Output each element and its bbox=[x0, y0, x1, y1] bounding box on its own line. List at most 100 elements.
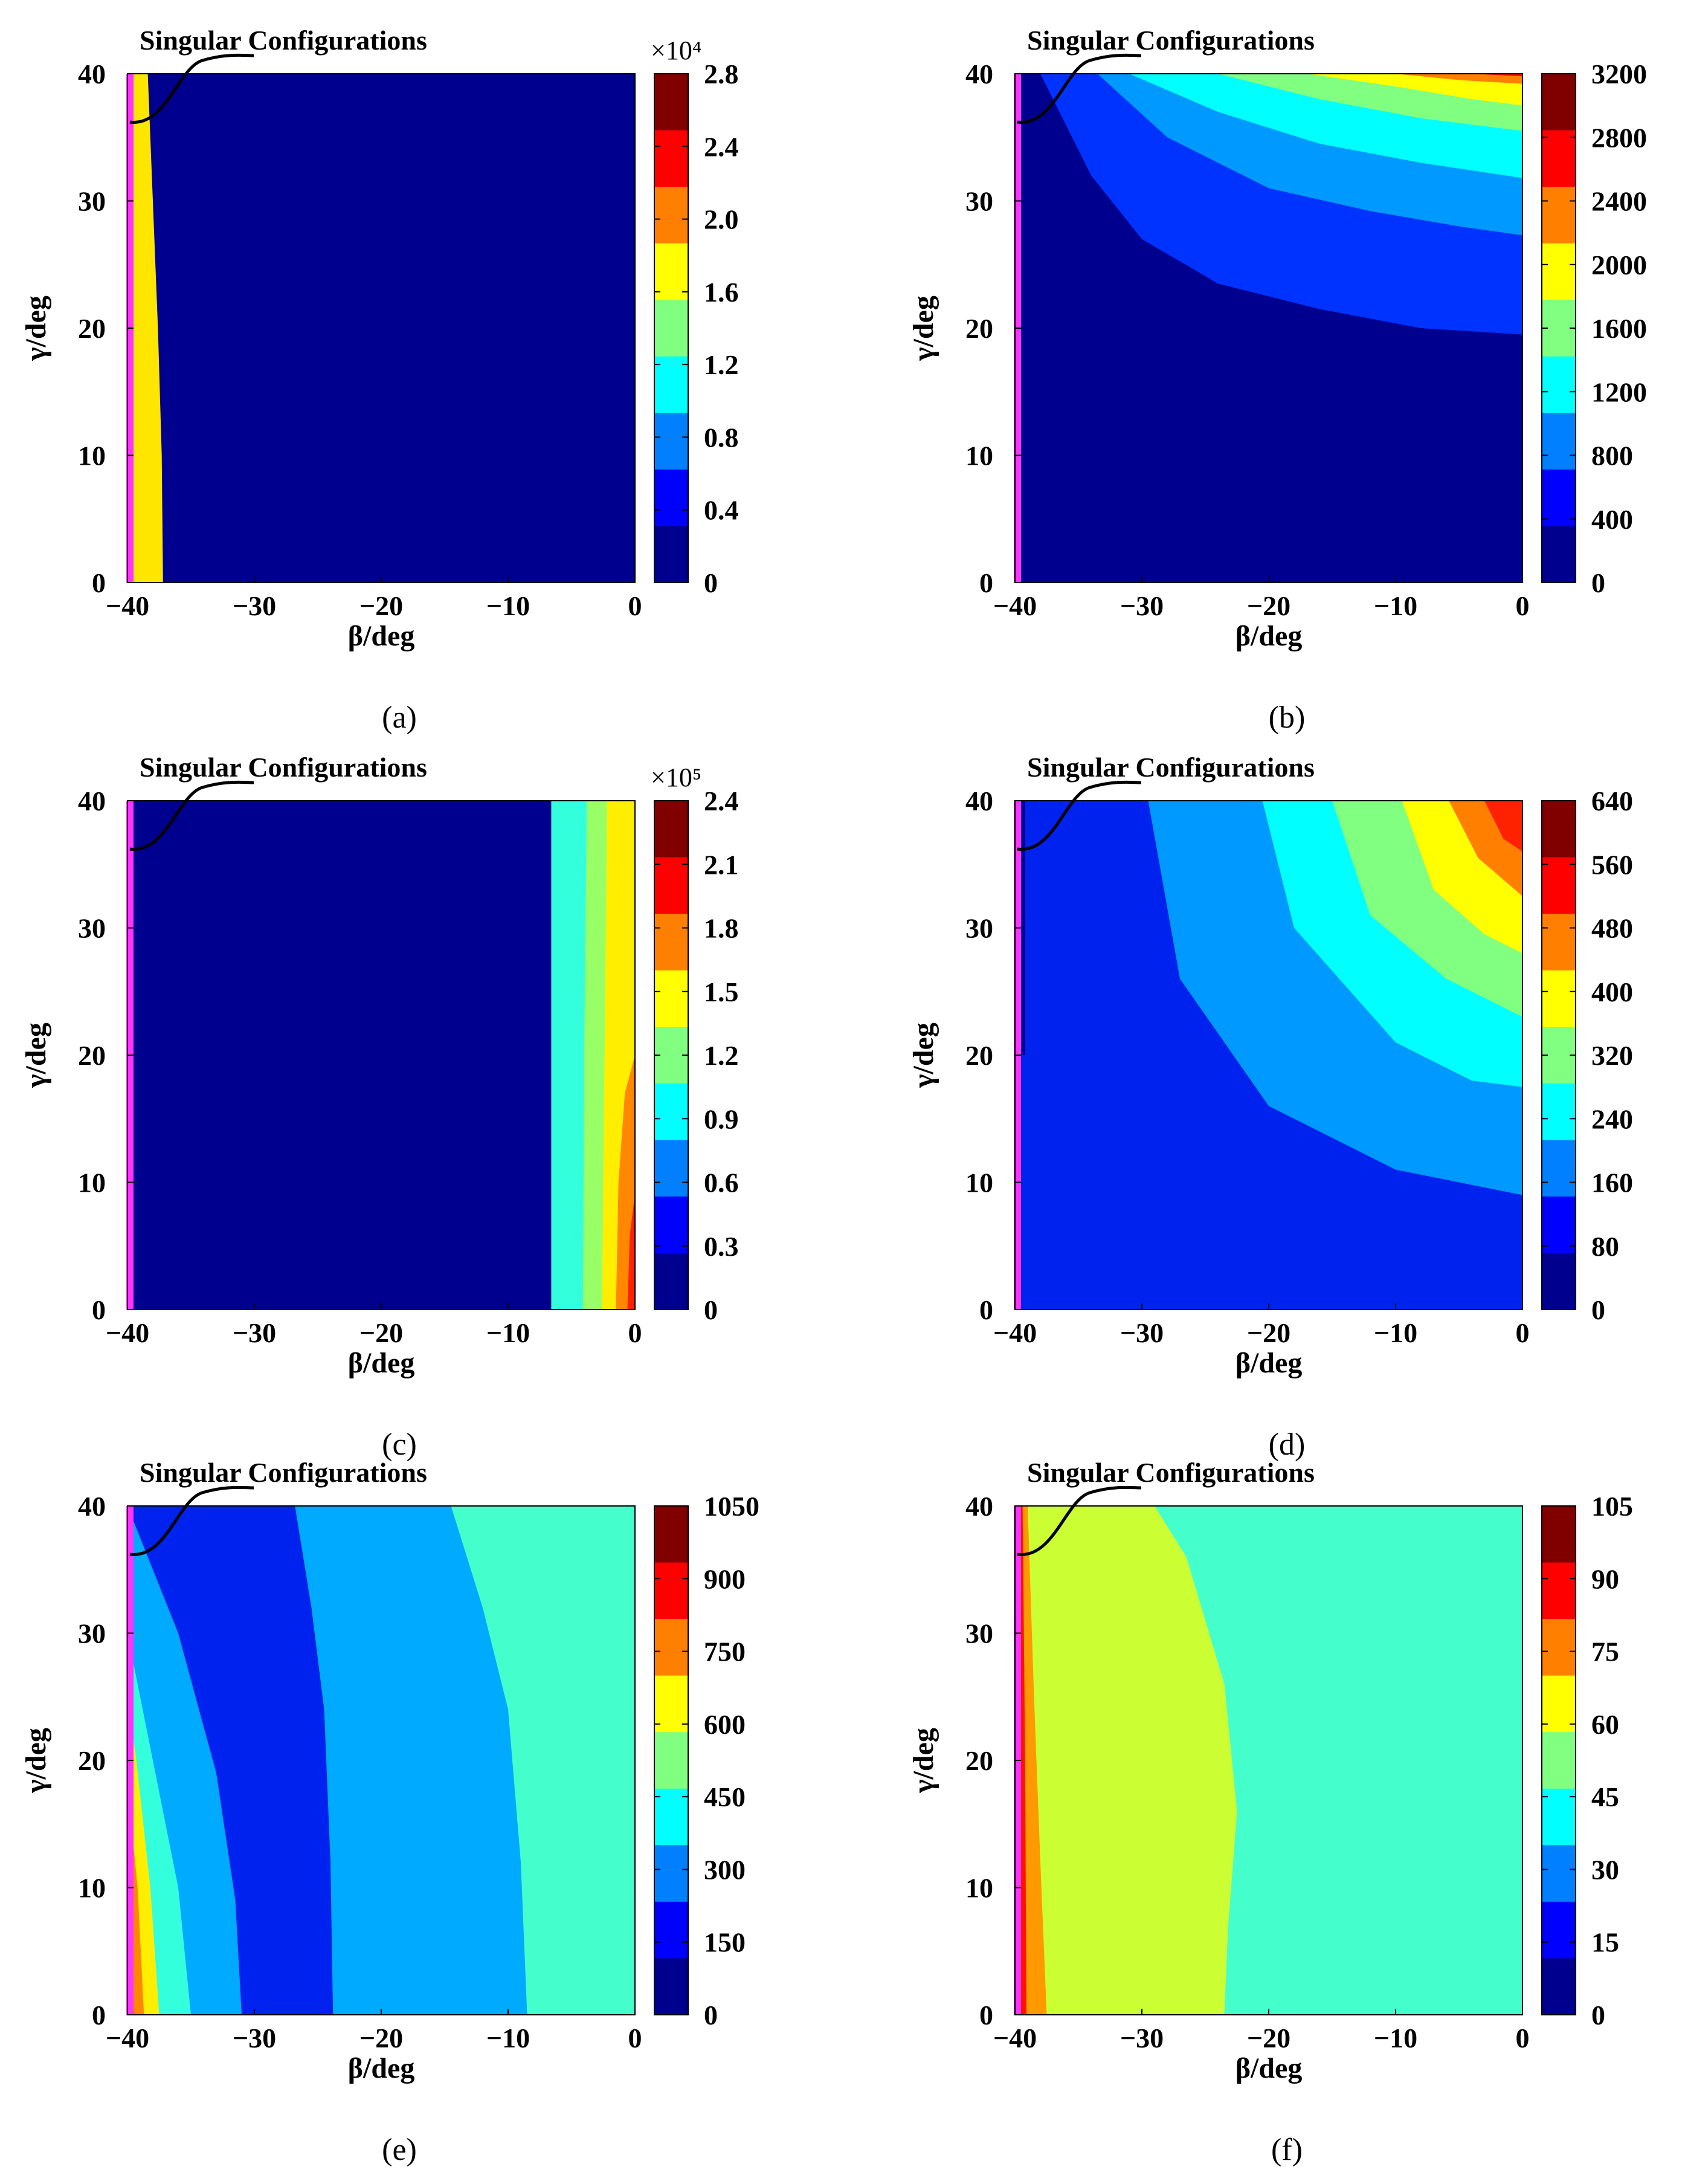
singular-callout-curve bbox=[129, 780, 254, 851]
y-tick-label: 10 bbox=[78, 1873, 106, 1904]
y-axis-label: γ/deg bbox=[20, 1023, 52, 1088]
contour-regions bbox=[1015, 74, 1522, 583]
colorbar-tick-label: 320 bbox=[1591, 1040, 1633, 1071]
y-tick-label: 20 bbox=[965, 1745, 993, 1776]
colorbar-tick-label: 480 bbox=[1591, 913, 1633, 944]
panel-caption: (e) bbox=[382, 2133, 417, 2167]
contour-region bbox=[1307, 74, 1522, 106]
y-tick-label: 0 bbox=[92, 1294, 106, 1325]
colorbar: 0 150 300 450 600 750 900 1050 bbox=[654, 1491, 759, 2031]
x-tick-label: −30 bbox=[1120, 2023, 1164, 2053]
singular-configurations-label: Singular Configurations bbox=[1027, 25, 1315, 56]
colorbar-tick-label: 15 bbox=[1591, 1927, 1619, 1958]
colorbar-swatch bbox=[1542, 1562, 1576, 1620]
singular-configurations-label: Singular Configurations bbox=[1027, 1457, 1315, 1488]
panel-caption: (b) bbox=[1269, 700, 1306, 735]
x-tick-label: 0 bbox=[628, 590, 642, 621]
colorbar-tick-label: 640 bbox=[1591, 786, 1633, 816]
colorbar-swatch bbox=[1542, 1083, 1576, 1141]
x-tick-label: −20 bbox=[359, 1317, 403, 1348]
y-axis-label: γ/deg bbox=[907, 1023, 939, 1088]
y-tick-label: 30 bbox=[965, 1618, 993, 1649]
colorbar-tick-label: 160 bbox=[1591, 1168, 1633, 1198]
x-axis-label: β/deg bbox=[1236, 1347, 1303, 1379]
colorbar-tick-label: 150 bbox=[704, 1927, 746, 1958]
contour-region bbox=[127, 74, 163, 583]
y-tick-label: 10 bbox=[78, 441, 106, 471]
colorbar-swatch bbox=[654, 1140, 688, 1197]
colorbar-tick-label: 80 bbox=[1591, 1231, 1619, 1262]
colorbar-tick-label: 2.4 bbox=[704, 786, 739, 816]
colorbar-tick-label: 1200 bbox=[1591, 376, 1647, 407]
colorbar-tick-label: 600 bbox=[704, 1709, 746, 1740]
x-tick-label: −10 bbox=[1374, 1317, 1417, 1348]
panel-caption: (d) bbox=[1269, 1427, 1306, 1462]
colorbar-swatch bbox=[654, 914, 688, 971]
colorbar-swatch bbox=[1542, 356, 1576, 414]
x-tick-label: −20 bbox=[1247, 590, 1290, 621]
x-tick-label: 0 bbox=[1516, 1317, 1530, 1348]
x-tick-label: −30 bbox=[233, 2023, 276, 2053]
contour-region bbox=[1484, 801, 1522, 852]
y-tick-label: 0 bbox=[979, 567, 993, 598]
singular-configurations-label: Singular Configurations bbox=[140, 1457, 427, 1488]
x-tick-label: 0 bbox=[1516, 590, 1530, 621]
y-tick-label: 40 bbox=[965, 786, 993, 816]
y-tick-label: 30 bbox=[78, 186, 106, 217]
colorbar-frame bbox=[654, 73, 689, 583]
colorbar-tick-label: 1.8 bbox=[704, 913, 739, 944]
colorbar-tick-label: 2.4 bbox=[704, 131, 739, 162]
colorbar-tick-label: 1050 bbox=[704, 1491, 759, 1522]
colorbar-swatch bbox=[654, 1562, 688, 1620]
colorbar-tick-label: 2.0 bbox=[704, 204, 739, 235]
colorbar-swatch bbox=[654, 1845, 688, 1902]
colorbar-swatch bbox=[1542, 1845, 1576, 1902]
y-tick-label: 0 bbox=[92, 567, 106, 598]
colorbar: 0 80 160 240 320 400 480 560 640 bbox=[1541, 786, 1633, 1325]
colorbar-tick-label: 0 bbox=[1591, 1294, 1605, 1325]
x-tick-label: −40 bbox=[993, 2023, 1037, 2053]
y-axis-label: γ/deg bbox=[20, 1728, 52, 1794]
y-tick-label: 30 bbox=[78, 913, 106, 944]
y-tick-label: 40 bbox=[78, 1491, 106, 1522]
contour-region bbox=[1396, 74, 1522, 84]
colorbar-swatch bbox=[1542, 914, 1576, 971]
y-tick-label: 10 bbox=[965, 1168, 993, 1198]
y-tick-label: 0 bbox=[979, 2000, 993, 2031]
y-tick-label: 20 bbox=[78, 313, 106, 344]
colorbar-swatch bbox=[654, 1732, 688, 1789]
colorbar-swatch bbox=[654, 1675, 688, 1733]
contour-region bbox=[127, 74, 635, 583]
colorbar-tick-label: 450 bbox=[704, 1782, 746, 1812]
colorbar-tick-label: 60 bbox=[1591, 1709, 1619, 1740]
colorbar-swatch bbox=[654, 130, 688, 188]
x-tick-label: 0 bbox=[628, 2023, 642, 2053]
colorbar-tick-label: 30 bbox=[1591, 1854, 1619, 1885]
y-tick-label: 0 bbox=[979, 1294, 993, 1325]
colorbar-tick-label: 2800 bbox=[1591, 122, 1647, 153]
colorbar-tick-label: 0.9 bbox=[704, 1103, 739, 1134]
colorbar-swatch bbox=[1542, 1958, 1576, 2015]
colorbar-tick-label: 0 bbox=[704, 2000, 718, 2031]
y-axis-label: γ/deg bbox=[20, 296, 52, 361]
panel-caption: (f) bbox=[1271, 2133, 1303, 2167]
y-tick-label: 40 bbox=[78, 59, 106, 89]
colorbar-swatch bbox=[654, 1506, 688, 1563]
colorbar-tick-label: 0 bbox=[704, 567, 718, 598]
colorbar-swatch bbox=[654, 1083, 688, 1141]
panel-a: Singular Configurations −40 −30 −20 −10 0 0 10 2… bbox=[20, 25, 739, 735]
x-tick-label: −30 bbox=[233, 1317, 276, 1348]
colorbar: 0 15 30 45 60 75 90 105 bbox=[1541, 1491, 1633, 2031]
colorbar-tick-label: 2400 bbox=[1591, 186, 1647, 217]
colorbar-tick-label: 45 bbox=[1591, 1782, 1619, 1812]
contour-region bbox=[1472, 74, 1522, 77]
colorbar-exponent: ×10⁴ bbox=[651, 36, 701, 65]
colorbar-swatch bbox=[654, 1253, 688, 1310]
colorbar-tick-label: 1.2 bbox=[704, 349, 739, 380]
x-tick-label: −10 bbox=[1374, 590, 1417, 621]
y-tick-label: 40 bbox=[78, 786, 106, 816]
y-tick-label: 30 bbox=[965, 913, 993, 944]
colorbar-tick-label: 900 bbox=[704, 1563, 746, 1594]
colorbar-swatch bbox=[1542, 1619, 1576, 1676]
colorbar-tick-label: 300 bbox=[704, 1854, 746, 1885]
